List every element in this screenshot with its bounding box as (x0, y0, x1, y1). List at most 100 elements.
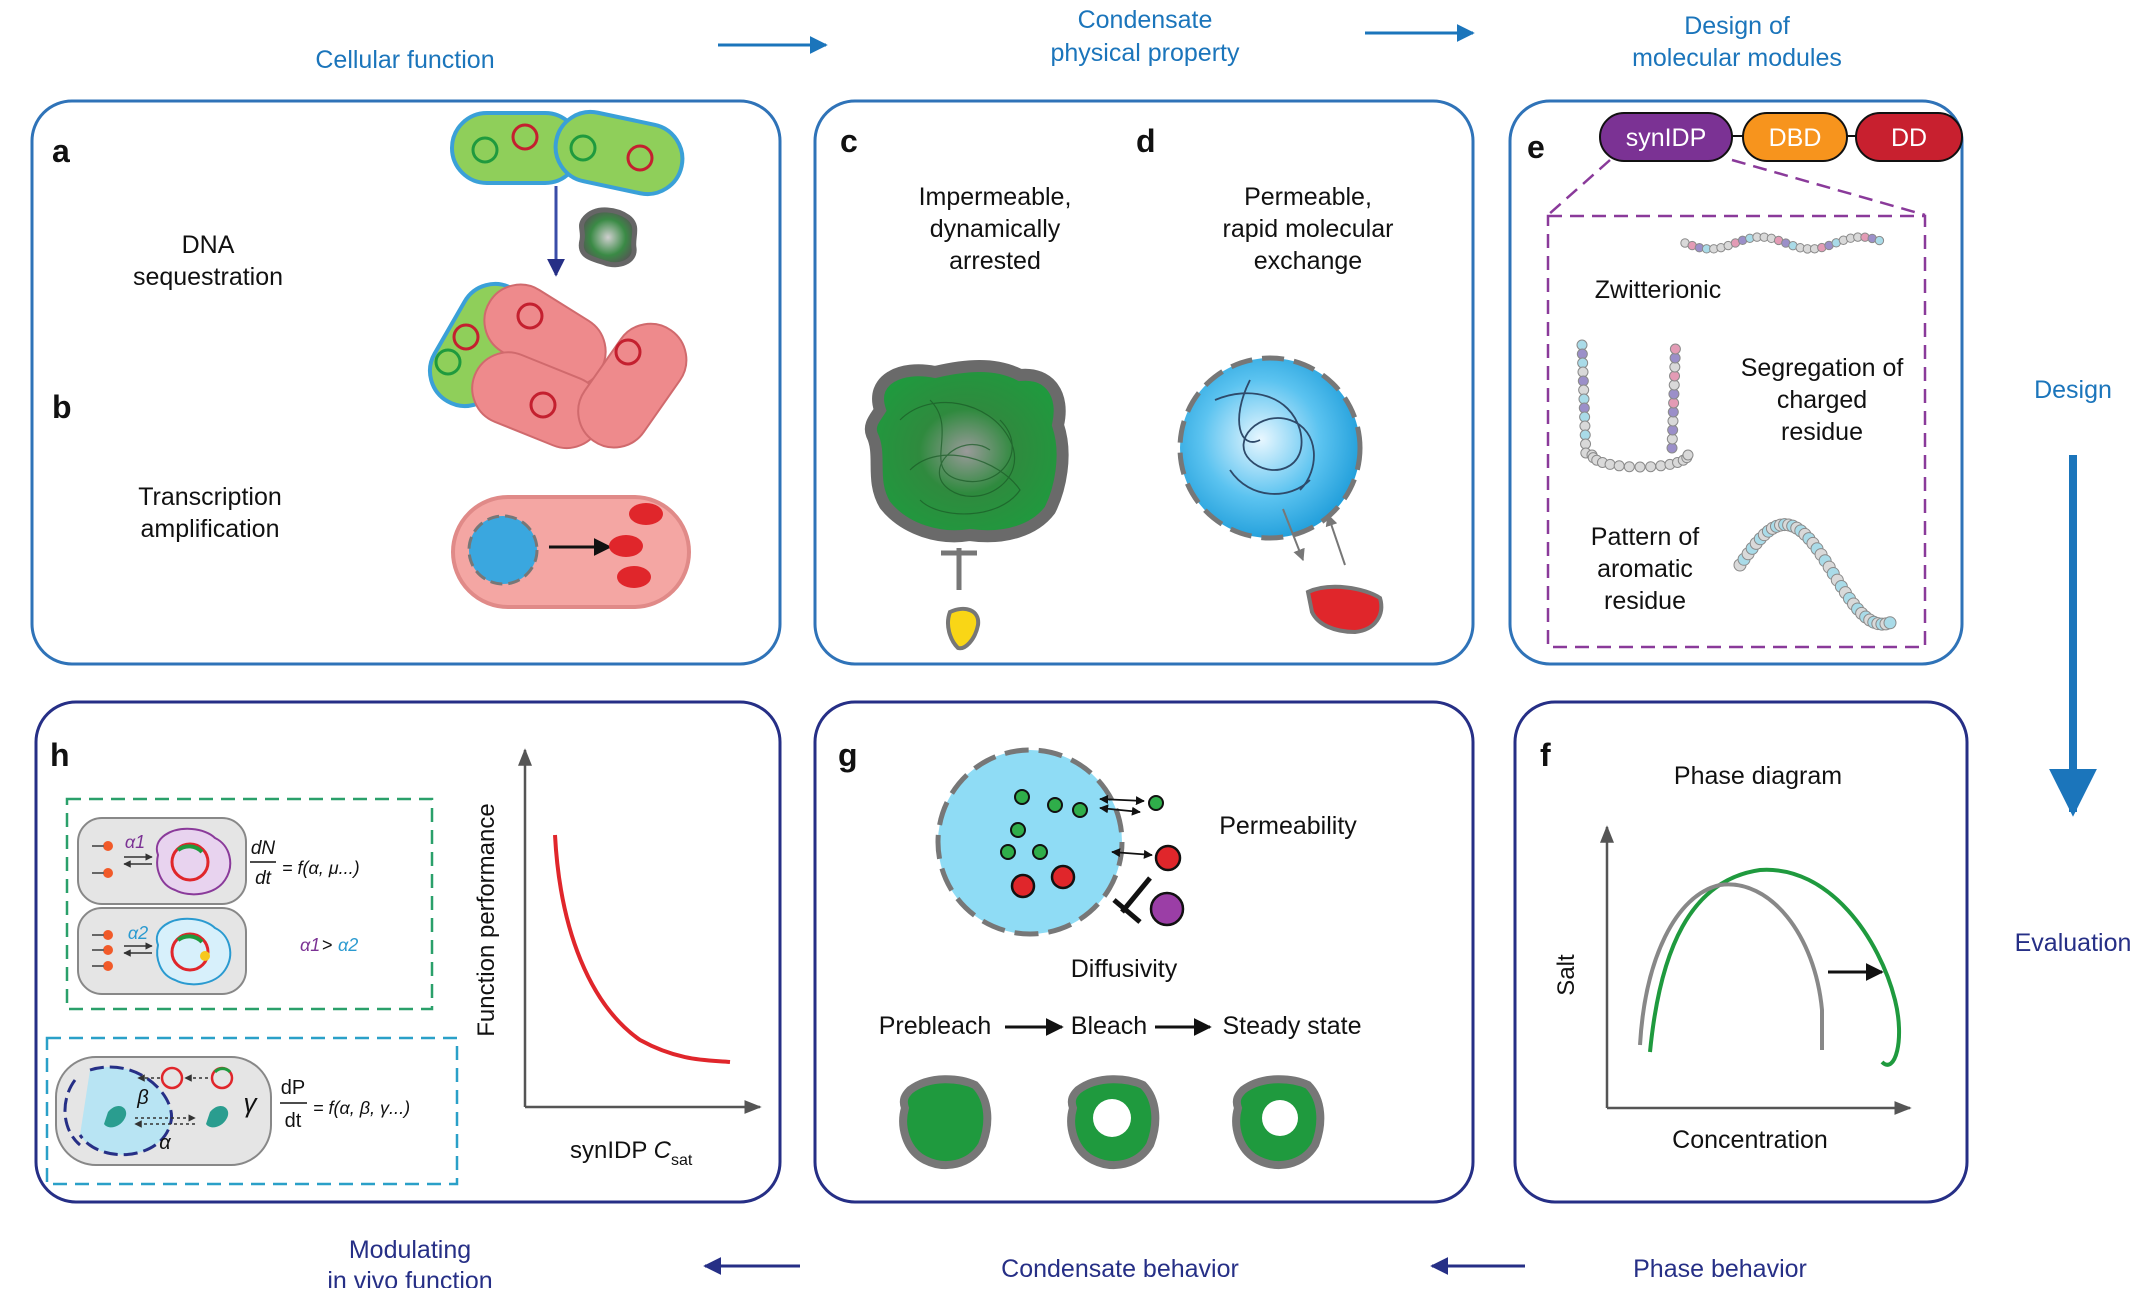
panel-b-label-2: amplification (141, 515, 280, 543)
panel-e-letter: e (1527, 129, 1545, 165)
residue-bead (1668, 388, 1680, 400)
residue-bead (1669, 352, 1681, 364)
flow-phase-behavior: Phase behavior (1633, 1255, 1807, 1283)
eq2-den: dt (285, 1110, 302, 1132)
zoom-guide-right (1731, 158, 1926, 217)
h-plasmid-2-arc (176, 934, 204, 944)
permeable-condensate-icon (1177, 355, 1363, 541)
bleach-spot (1093, 1099, 1131, 1137)
segregation-label-1: Segregation of (1741, 354, 1904, 382)
performance-curve (553, 834, 731, 1064)
panel-c-label-2: dynamically (930, 215, 1061, 243)
h-protein-teal-2 (206, 1105, 229, 1128)
flow-evaluation: Evaluation (2015, 929, 2132, 957)
permeability-condensate-icon (935, 747, 1125, 937)
inhibit-bar-g (1112, 898, 1142, 924)
panel-f-box (1513, 700, 1969, 1204)
bacteria-top-pair-icon (450, 109, 685, 197)
h-plasmid-1 (170, 842, 210, 882)
flow-design: Design (2034, 376, 2112, 404)
pattern-label-3: residue (1604, 587, 1686, 615)
step-steady-state: Steady state (1223, 1012, 1362, 1040)
residue-bead (1874, 235, 1885, 246)
panel-cd-box (813, 99, 1475, 666)
residue-bead (1655, 460, 1667, 472)
residue-bead (1576, 339, 1588, 351)
panel-a-letter: a (52, 133, 70, 169)
module-dbd (1742, 112, 1848, 162)
zwitterionic-label: Zwitterionic (1595, 276, 1721, 304)
zoom-guide-left (1547, 159, 1611, 216)
h-ylabel: Function performance (473, 803, 500, 1036)
inhibit-line-g (1120, 876, 1152, 914)
panel-b-letter: b (52, 389, 72, 425)
zoom-box (1546, 214, 1927, 649)
panel-d-label-1: Permeable, (1244, 183, 1372, 211)
segregation-chain-icon (1576, 339, 1694, 473)
module-dd-label: DD (1891, 124, 1927, 152)
residue-bead (1579, 420, 1591, 432)
flow-modulating-1: Modulating (349, 1236, 471, 1264)
h-xlabel-c: C (654, 1137, 672, 1164)
tangled-chains-icon (899, 399, 1021, 515)
panel-h-letter: h (50, 737, 70, 773)
flow-condensate-2: physical property (1051, 39, 1240, 67)
segregation-label-3: residue (1781, 418, 1863, 446)
residue-bead (1667, 424, 1679, 436)
aromatic-chain-icon (1733, 518, 1897, 631)
pattern-label-1: Pattern of (1591, 523, 1699, 551)
segregation-label-2: charged (1777, 386, 1867, 414)
residue-bead (1604, 458, 1616, 470)
residue-bead (1578, 402, 1590, 414)
h-xlabel-main: synIDP (570, 1137, 654, 1164)
exchange-arrow-3 (1111, 848, 1153, 859)
h-xlabel: synIDP Csat (570, 1137, 693, 1169)
residue-bead (1645, 461, 1657, 473)
transcription-cell-icon (451, 495, 691, 609)
bacteria-bottom-group-icon (428, 282, 688, 449)
h-plasmid-1-arc (176, 844, 204, 854)
h-alpha: α (159, 1132, 171, 1154)
permeability-label: Permeability (1219, 812, 1357, 840)
h-box-transcription (45, 1036, 459, 1186)
pattern-label-2: aromatic (1597, 555, 1693, 583)
client-molecules (1000, 789, 1185, 927)
panel-g-box (813, 700, 1475, 1204)
exchange-arrow-in (1325, 513, 1346, 566)
residue-bead (1669, 370, 1681, 382)
panel-f-letter: f (1540, 737, 1551, 773)
eq2-num: dP (281, 1077, 305, 1099)
h-gamma: γ (244, 1088, 259, 1118)
red-molecule-icon (1305, 584, 1384, 635)
diffusivity-label: Diffusivity (1071, 955, 1178, 983)
residue-bead (1578, 384, 1590, 396)
residue-bead (1666, 433, 1678, 445)
panel-d-label-3: exchange (1254, 247, 1362, 275)
residue-bead (1667, 415, 1679, 427)
residue-bead (1577, 357, 1589, 369)
impermeable-condensate-icon (864, 360, 1069, 543)
panel-e-box (1508, 99, 1964, 666)
f-ylabel: Salt (1553, 954, 1580, 996)
h-plasmid-3 (160, 1066, 184, 1090)
compare-a2: α2 (338, 935, 358, 955)
h-condensate-3-edge (63, 1079, 82, 1147)
binodal-curve-grey (1638, 882, 1824, 1050)
residue-bead (1668, 379, 1680, 391)
module-dbd-label: DBD (1769, 124, 1822, 152)
h-beta: β (136, 1087, 148, 1109)
h-protein (103, 961, 113, 971)
residue-bead (1669, 343, 1681, 355)
flow-design-modules-2: molecular modules (1632, 44, 1842, 72)
flow-condensate-behavior: Condensate behavior (1001, 1255, 1239, 1283)
eq1-rhs: = f(α, μ...) (282, 858, 360, 878)
exchange-arrow-out (1282, 508, 1305, 562)
exchange-arrow-1 (1099, 794, 1145, 806)
flow-modulating-2: in vivo function (327, 1267, 492, 1288)
residue-bead (1613, 460, 1625, 472)
panel-d-label-2: rapid molecular (1223, 215, 1394, 243)
panel-h-box (34, 700, 782, 1204)
eq2-rhs: = f(α, β, γ...) (313, 1098, 410, 1118)
panel-g-letter: g (838, 737, 858, 773)
